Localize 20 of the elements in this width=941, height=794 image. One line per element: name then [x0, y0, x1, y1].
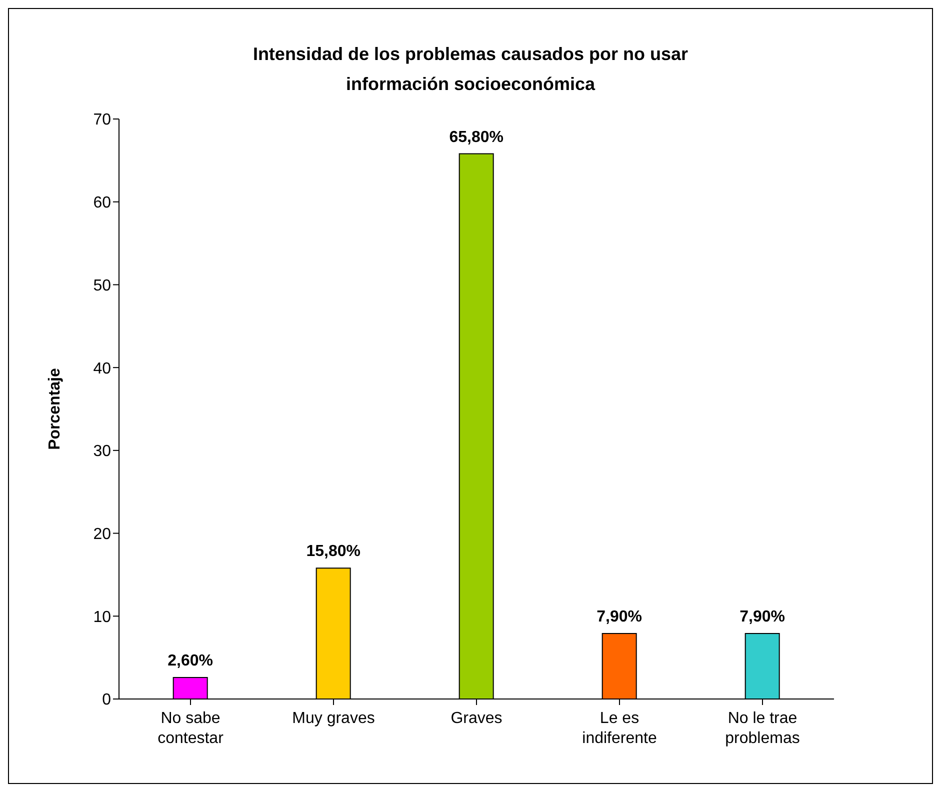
x-tick-label: No le trae problemas [725, 710, 800, 747]
x-tick-label: Graves [450, 710, 502, 727]
y-tick-label: 70 [93, 112, 112, 129]
x-tick-label: Muy graves [292, 710, 375, 727]
y-tick-label: 10 [93, 608, 112, 626]
y-axis-title: Porcentaje [46, 368, 64, 450]
y-tick-label: 60 [93, 194, 112, 212]
data-label: 15,80% [306, 543, 360, 560]
y-tick-label: 30 [93, 443, 112, 460]
chart-title: Intensidad de los problemas causados por no usar información socioeconómica [252, 43, 690, 96]
y-tick-label: 20 [93, 526, 112, 543]
x-tick-label: Le es indiferente [582, 710, 657, 747]
y-tick-label: 50 [93, 277, 112, 294]
x-tick-label: No sabe contestar [158, 710, 224, 747]
data-label: 65,80% [449, 128, 504, 146]
data-label: 2,60% [168, 652, 214, 670]
y-tick-label: 0 [102, 692, 112, 709]
data-label: 7,90% [596, 608, 642, 626]
y-tick-label: 40 [93, 360, 112, 378]
data-label: 7,90% [740, 608, 786, 626]
